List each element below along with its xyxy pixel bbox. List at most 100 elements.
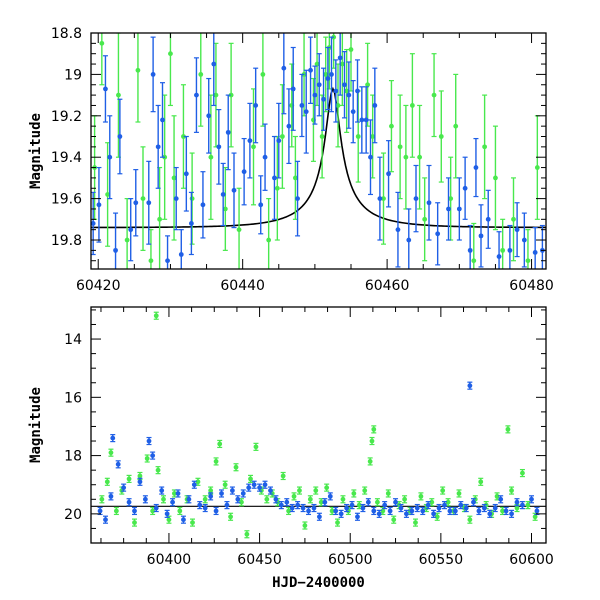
data-point bbox=[365, 82, 371, 88]
data-point bbox=[175, 491, 181, 496]
data-point bbox=[224, 502, 230, 508]
data-point bbox=[253, 103, 259, 108]
data-point bbox=[363, 117, 369, 123]
data-point bbox=[422, 216, 428, 222]
y-tick-label: 18 bbox=[64, 449, 82, 465]
x-tick-label: 60480 bbox=[509, 278, 554, 294]
data-point bbox=[371, 426, 377, 432]
data-point bbox=[498, 496, 504, 502]
data-point bbox=[213, 459, 219, 464]
y-tick-label: 19.6 bbox=[51, 192, 82, 208]
data-point bbox=[431, 92, 437, 98]
data-point bbox=[397, 144, 403, 150]
data-point bbox=[429, 499, 435, 505]
data-point bbox=[514, 499, 520, 505]
data-point bbox=[278, 502, 284, 508]
data-point bbox=[135, 67, 141, 73]
data-point bbox=[181, 517, 186, 523]
data-point bbox=[509, 488, 514, 493]
data-point bbox=[153, 313, 159, 319]
data-point bbox=[236, 227, 242, 233]
data-point bbox=[492, 505, 498, 511]
data-point bbox=[417, 154, 423, 160]
data-point bbox=[140, 196, 146, 202]
data-point bbox=[155, 144, 161, 150]
data-point bbox=[365, 499, 371, 505]
data-point bbox=[307, 496, 313, 502]
data-point bbox=[314, 61, 320, 67]
data-point bbox=[534, 508, 540, 514]
data-point bbox=[273, 496, 279, 502]
data-point bbox=[297, 488, 302, 493]
y-tick-label: 18.8 bbox=[51, 26, 82, 42]
data-point bbox=[402, 496, 408, 502]
data-point bbox=[157, 216, 163, 222]
y-tick-label: 19.2 bbox=[51, 109, 82, 125]
data-point bbox=[302, 523, 308, 528]
x-tick-label: 60600 bbox=[509, 552, 554, 568]
x-tick-label: 60440 bbox=[220, 278, 265, 294]
data-point bbox=[335, 103, 341, 108]
data-point bbox=[137, 479, 143, 485]
data-point bbox=[150, 72, 156, 77]
data-point bbox=[137, 473, 143, 479]
data-point bbox=[382, 502, 388, 508]
data-point bbox=[435, 231, 441, 237]
data-point bbox=[268, 488, 273, 493]
data-point bbox=[456, 491, 462, 496]
data-point bbox=[346, 92, 352, 98]
data-point bbox=[150, 508, 156, 514]
data-point bbox=[132, 508, 137, 514]
data-point bbox=[188, 221, 194, 226]
data-point bbox=[389, 123, 394, 129]
data-point bbox=[493, 175, 498, 181]
data-point bbox=[368, 154, 373, 160]
data-point bbox=[107, 154, 113, 160]
data-point bbox=[306, 508, 311, 514]
data-point bbox=[117, 134, 123, 139]
data-point bbox=[350, 109, 356, 115]
data-point bbox=[514, 505, 520, 511]
data-point bbox=[478, 233, 484, 239]
data-point bbox=[303, 109, 309, 115]
data-point bbox=[308, 67, 313, 73]
data-point bbox=[529, 496, 534, 502]
data-point bbox=[325, 76, 331, 81]
plot-area bbox=[91, 33, 546, 269]
data-point bbox=[456, 206, 462, 212]
data-point bbox=[244, 531, 250, 537]
data-point bbox=[146, 438, 152, 444]
data-point bbox=[494, 493, 500, 499]
data-point bbox=[313, 488, 319, 493]
data-point bbox=[113, 508, 119, 514]
data-point bbox=[295, 502, 301, 508]
data-point bbox=[338, 511, 344, 517]
data-point bbox=[276, 138, 282, 144]
data-point bbox=[190, 520, 195, 526]
data-point bbox=[164, 511, 170, 517]
data-point bbox=[142, 496, 148, 502]
data-point bbox=[262, 154, 268, 160]
data-point bbox=[281, 65, 287, 71]
data-point bbox=[476, 508, 482, 514]
data-point bbox=[440, 488, 446, 493]
data-point bbox=[362, 488, 368, 493]
data-point bbox=[371, 508, 377, 514]
data-point bbox=[367, 459, 373, 464]
data-point bbox=[471, 258, 477, 264]
data-point bbox=[398, 505, 404, 511]
data-point bbox=[414, 505, 420, 511]
data-point bbox=[208, 154, 214, 160]
data-point bbox=[420, 508, 426, 514]
data-point bbox=[386, 171, 391, 177]
data-point bbox=[206, 113, 212, 119]
data-point bbox=[348, 47, 354, 52]
data-point bbox=[333, 88, 339, 94]
data-point bbox=[186, 496, 192, 502]
y-tick-label: 16 bbox=[64, 390, 82, 406]
data-point bbox=[385, 491, 391, 496]
data-point bbox=[525, 502, 531, 508]
data-point bbox=[340, 496, 346, 502]
data-point bbox=[511, 216, 516, 222]
data-point bbox=[208, 488, 214, 493]
